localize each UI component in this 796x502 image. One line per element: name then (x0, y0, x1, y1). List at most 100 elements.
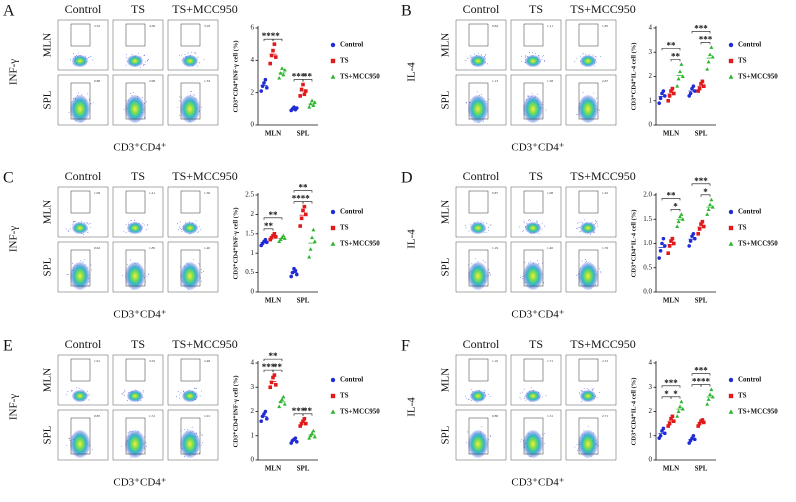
flow-event (66, 394, 68, 396)
flow-event (86, 222, 88, 224)
row-label: SPL (42, 90, 54, 109)
flow-event (130, 220, 131, 222)
point (265, 240, 269, 245)
flow-event (582, 222, 583, 224)
flow-event (574, 446, 576, 448)
flow-density (70, 262, 90, 290)
sig-label: * (703, 187, 708, 197)
gate-value: 1.51 (149, 414, 155, 418)
flow-event (203, 58, 205, 60)
flow-event (122, 393, 124, 395)
row-label: MLN (440, 33, 452, 58)
sig-bracket (700, 42, 711, 45)
gate-value: 2.67 (602, 79, 608, 83)
legend-label: TS+MCC950 (340, 73, 380, 81)
point (709, 197, 714, 202)
flow-event (488, 227, 490, 228)
flow-event (88, 399, 90, 401)
flow-event (486, 101, 488, 103)
flow-event (144, 61, 146, 63)
flow-gate (468, 190, 489, 214)
flow-event (526, 222, 528, 224)
point (299, 421, 304, 426)
point (706, 59, 711, 64)
point (263, 409, 268, 414)
flow-event (74, 220, 76, 222)
point (679, 62, 684, 66)
flow-event (542, 396, 543, 398)
flow-event (579, 393, 581, 395)
flow-event (179, 394, 180, 396)
flow-event (184, 456, 185, 457)
flow-event (181, 96, 183, 98)
flow-event (599, 268, 601, 270)
point (311, 103, 316, 108)
point (263, 77, 268, 82)
flow-event (581, 401, 583, 403)
flow-event (598, 445, 600, 447)
gate-value: 1.08 (547, 191, 553, 195)
flow-event (485, 231, 487, 233)
flow-event (585, 259, 586, 260)
point (705, 67, 710, 71)
point (705, 212, 710, 216)
flow-event (195, 387, 197, 389)
flow-event (132, 92, 134, 94)
point (302, 92, 307, 97)
point (691, 84, 696, 88)
y-tick-label: 1 (649, 96, 653, 104)
flow-event (595, 220, 597, 222)
flow-gate (70, 190, 91, 214)
flow-event (147, 223, 149, 225)
flow-event (597, 223, 599, 225)
column-label: Control (463, 337, 500, 351)
legend-marker (330, 393, 336, 399)
y-tick-label: 1.0 (643, 239, 652, 247)
sig-label: * (664, 389, 669, 399)
panel-letter: C (3, 170, 14, 187)
point (700, 418, 705, 422)
flow-event (583, 388, 585, 389)
sig-label: * (673, 201, 678, 211)
flow-event (488, 394, 490, 396)
flow-event (78, 52, 79, 54)
flow-gate (180, 23, 201, 47)
flow-density (127, 222, 143, 234)
flow-event (586, 388, 588, 389)
point (295, 106, 299, 110)
flow-event (587, 426, 589, 427)
flow-event (198, 262, 200, 264)
column-label: TS (529, 169, 543, 183)
flow-plot (112, 186, 164, 238)
flow-event (200, 280, 202, 282)
flow-event (71, 389, 73, 391)
flow-event (179, 221, 181, 223)
point (658, 96, 663, 101)
point (676, 76, 681, 81)
point (302, 416, 307, 421)
flow-density (523, 430, 543, 458)
flow-event (544, 60, 545, 61)
flow-event (467, 58, 469, 59)
flow-event (195, 220, 197, 222)
gate-value: 0.85 (94, 414, 100, 418)
gate-value: 1.09 (94, 191, 100, 195)
point (274, 383, 278, 387)
flow-event (471, 399, 472, 401)
point (260, 84, 265, 88)
flow-density (580, 55, 596, 67)
flow-event (531, 93, 533, 95)
legend-marker (330, 58, 336, 64)
x-tick-label: MLN (265, 130, 281, 138)
flow-event (524, 399, 526, 401)
flow-event (203, 271, 204, 272)
flow-gate (578, 190, 599, 214)
legend-marker (728, 225, 734, 231)
point (705, 402, 710, 406)
flow-density (182, 390, 198, 402)
y-axis-label: CD3⁺CD4⁺IL-4 cell (%) (630, 378, 637, 446)
flow-event (199, 62, 201, 64)
point (658, 248, 663, 253)
panel: D Control TS TS+MCC950 MLN SPL IL-4 CD3⁺CD4⁺ 0.8… (401, 169, 778, 321)
flow-event (84, 258, 86, 260)
